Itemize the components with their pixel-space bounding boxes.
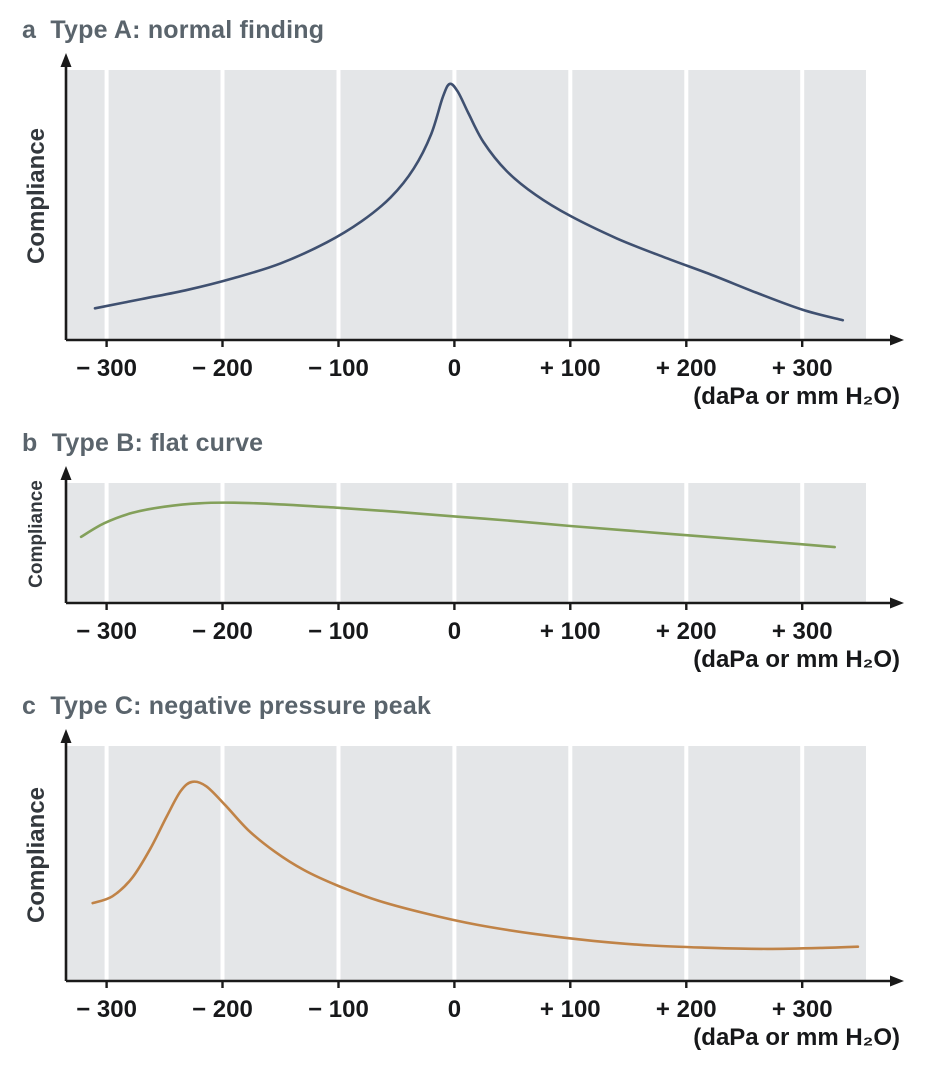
x-unit-label: (daPa or mm H₂O) — [693, 383, 900, 410]
panel-type-a: a Type A: normal finding Compliance − 30… — [14, 14, 924, 415]
plot-area — [66, 746, 866, 981]
x-tick-label: + 100 — [540, 618, 601, 645]
panel-type-b: b Type B: flat curve Compliance − 300 − 2… — [14, 427, 924, 678]
y-axis-arrow-icon — [60, 53, 72, 67]
x-axis-arrow-icon — [890, 334, 904, 346]
chart-a-container: − 300 − 200 − 100 0 + 100 + 200 + 300 (daPa or … — [60, 52, 906, 415]
x-tick-label: + 100 — [540, 355, 601, 382]
type-b-flat-curve — [79, 501, 836, 549]
x-tick-label: − 300 — [76, 618, 137, 645]
x-tick-label: + 300 — [772, 618, 833, 645]
x-tick-label: + 200 — [656, 618, 717, 645]
x-tick-label: − 200 — [192, 996, 253, 1023]
x-tick-label: + 200 — [656, 996, 717, 1023]
x-tick-label: − 100 — [308, 618, 369, 645]
panel-c-title: c Type C: negative pressure peak — [22, 692, 432, 720]
x-tick-label: + 300 — [772, 355, 833, 382]
type-a-normal-curve — [93, 82, 845, 322]
x-unit-label: (daPa or mm H₂O) — [693, 646, 900, 673]
x-tick-label: − 100 — [308, 355, 369, 382]
y-axis-arrow-icon — [60, 729, 72, 743]
x-tick-label: − 100 — [308, 996, 369, 1023]
x-tick-label: − 200 — [192, 355, 253, 382]
x-tick-label: 0 — [448, 355, 461, 382]
x-axis-arrow-icon — [890, 975, 904, 987]
x-unit-label: (daPa or mm H₂O) — [693, 1024, 900, 1051]
tympanogram-chart-b: − 300 − 200 − 100 0 + 100 + 200 + 300(daPa or … — [60, 466, 904, 673]
x-axis-arrow-icon — [890, 597, 904, 609]
panel-type-c: c Type C: negative pressure peak Complia… — [14, 690, 924, 1056]
plot-area — [66, 70, 866, 340]
panel-a-title: a Type A: normal finding — [22, 16, 325, 44]
x-tick-label: − 300 — [76, 355, 137, 382]
x-tick-label: + 200 — [656, 355, 717, 382]
x-tick-label: + 300 — [772, 996, 833, 1023]
y-axis-label: Compliance — [23, 786, 50, 923]
y-axis-label-cell-c: Compliance — [14, 728, 60, 981]
y-axis-label-cell-b: Compliance — [14, 465, 60, 603]
tympanogram-chart-c: − 300 − 200 − 100 0 + 100 + 200 + 300(daPa or … — [60, 729, 904, 1051]
y-axis-label: Compliance — [26, 480, 48, 588]
x-tick-label: − 200 — [192, 618, 253, 645]
y-axis-arrow-icon — [60, 466, 72, 480]
x-tick-label: − 300 — [76, 996, 137, 1023]
chart-b-container: − 300 − 200 − 100 0 + 100 + 200 + 300 (daPa or … — [60, 465, 906, 678]
x-tick-label: 0 — [448, 618, 461, 645]
x-tick-label: 0 — [448, 996, 461, 1023]
panel-b-title: b Type B: flat curve — [22, 429, 264, 457]
plot-area — [66, 483, 866, 603]
y-axis-label-cell-a: Compliance — [14, 52, 60, 340]
x-tick-label: + 100 — [540, 996, 601, 1023]
tympanogram-chart-a: − 300 − 200 − 100 0 + 100 + 200 + 300(daPa or … — [60, 53, 904, 410]
y-axis-label: Compliance — [23, 127, 50, 265]
chart-c-container: − 300 − 200 − 100 0 + 100 + 200 + 300 (daPa or … — [60, 728, 906, 1056]
type-c-negative-pressure-curve — [91, 780, 860, 951]
